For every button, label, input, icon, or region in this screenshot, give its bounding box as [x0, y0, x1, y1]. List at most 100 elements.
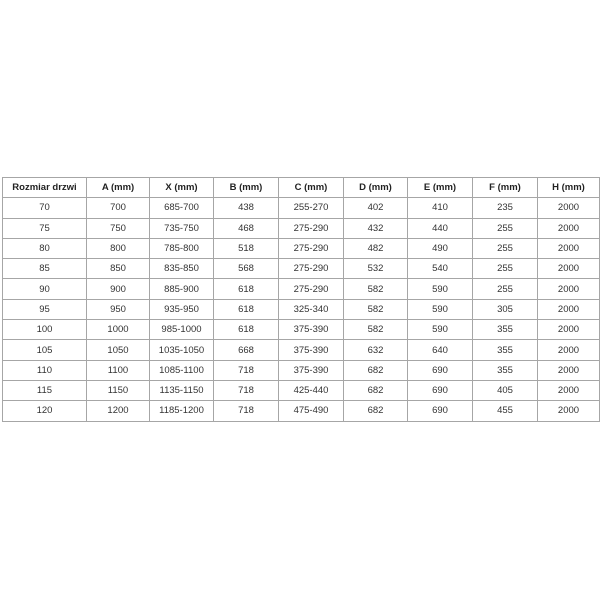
- table-header-row: Rozmiar drzwi A (mm) X (mm) B (mm) C (mm) D (…: [2, 176, 600, 199]
- table-row: 120 1200 1185-1200 718 475-490 682 690 455 2000: [2, 400, 600, 422]
- table-cell: 582: [343, 298, 408, 321]
- table-cell: 475-490: [278, 400, 344, 422]
- table-row: 75 750 735-750 468 275-290 432 440 255 2000: [2, 217, 600, 239]
- table-cell: 835-850: [149, 258, 214, 280]
- column-header: A (mm): [86, 176, 150, 199]
- table-cell: 482: [343, 237, 408, 260]
- table-row: 80 800 785-800 518 275-290 482 490 255 2000: [2, 237, 600, 260]
- table-cell: 540: [407, 258, 473, 280]
- table-cell: 590: [407, 298, 473, 321]
- table-cell: 750: [86, 217, 150, 239]
- table-cell: 410: [407, 197, 473, 219]
- table-cell: 690: [407, 359, 473, 381]
- table-cell: 425-440: [278, 379, 344, 402]
- door-size-table: Rozmiar drzwi A (mm) X (mm) B (mm) C (mm) D (…: [2, 176, 600, 422]
- column-header: H (mm): [537, 176, 600, 199]
- table-cell: 735-750: [149, 217, 214, 239]
- table-cell: 90: [2, 278, 87, 300]
- table-cell: 355: [472, 339, 538, 361]
- column-header: F (mm): [472, 176, 538, 199]
- table-cell: 255: [472, 217, 538, 239]
- table-cell: 668: [213, 339, 279, 361]
- table-cell: 885-900: [149, 278, 214, 300]
- table-cell: 2000: [537, 278, 600, 300]
- table-cell: 275-290: [278, 258, 344, 280]
- table-cell: 1050: [86, 339, 150, 361]
- table-cell: 2000: [537, 197, 600, 219]
- table-cell: 375-390: [278, 339, 344, 361]
- column-header: E (mm): [407, 176, 473, 199]
- table-cell: 85: [2, 258, 87, 280]
- table-cell: 120: [2, 400, 87, 422]
- table-cell: 70: [2, 197, 87, 219]
- table-row: 85 850 835-850 568 275-290 532 540 255 2000: [2, 258, 600, 280]
- table-cell: 405: [472, 379, 538, 402]
- table-cell: 490: [407, 237, 473, 260]
- table-cell: 2000: [537, 258, 600, 280]
- table-cell: 255: [472, 258, 538, 280]
- table-cell: 80: [2, 237, 87, 260]
- table-cell: 2000: [537, 319, 600, 341]
- table-cell: 75: [2, 217, 87, 239]
- table-cell: 375-390: [278, 359, 344, 381]
- table-cell: 800: [86, 237, 150, 260]
- column-header: D (mm): [343, 176, 408, 199]
- table-cell: 2000: [537, 298, 600, 321]
- table-cell: 785-800: [149, 237, 214, 260]
- table-row: 110 1100 1085-1100 718 375-390 682 690 355 2000: [2, 359, 600, 381]
- table-cell: 105: [2, 339, 87, 361]
- table-cell: 682: [343, 400, 408, 422]
- table-cell: 355: [472, 359, 538, 381]
- table-cell: 325-340: [278, 298, 344, 321]
- table-cell: 1150: [86, 379, 150, 402]
- table-cell: 275-290: [278, 217, 344, 239]
- table-cell: 718: [213, 400, 279, 422]
- table-cell: 438: [213, 197, 279, 219]
- table-cell: 2000: [537, 359, 600, 381]
- table-cell: 440: [407, 217, 473, 239]
- table-cell: 2000: [537, 217, 600, 239]
- table-row: 100 1000 985-1000 618 375-390 582 590 355 2000: [2, 319, 600, 341]
- table-cell: 985-1000: [149, 319, 214, 341]
- table-cell: 275-290: [278, 237, 344, 260]
- table-cell: 618: [213, 278, 279, 300]
- table-cell: 568: [213, 258, 279, 280]
- table-cell: 100: [2, 319, 87, 341]
- table-cell: 1035-1050: [149, 339, 214, 361]
- table-row: 90 900 885-900 618 275-290 582 590 255 2000: [2, 278, 600, 300]
- table-cell: 690: [407, 400, 473, 422]
- table-cell: 1200: [86, 400, 150, 422]
- table-cell: 718: [213, 359, 279, 381]
- table-cell: 455: [472, 400, 538, 422]
- table-cell: 1000: [86, 319, 150, 341]
- table-cell: 402: [343, 197, 408, 219]
- table-cell: 255: [472, 278, 538, 300]
- table-cell: 1185-1200: [149, 400, 214, 422]
- table-cell: 590: [407, 278, 473, 300]
- table-cell: 532: [343, 258, 408, 280]
- table-cell: 582: [343, 319, 408, 341]
- table-cell: 1085-1100: [149, 359, 214, 381]
- table-cell: 275-290: [278, 278, 344, 300]
- table-cell: 590: [407, 319, 473, 341]
- table-cell: 355: [472, 319, 538, 341]
- table-cell: 110: [2, 359, 87, 381]
- table-cell: 2000: [537, 237, 600, 260]
- table-cell: 685-700: [149, 197, 214, 219]
- table-cell: 95: [2, 298, 87, 321]
- table-cell: 900: [86, 278, 150, 300]
- table-cell: 682: [343, 359, 408, 381]
- table-cell: 468: [213, 217, 279, 239]
- table-cell: 640: [407, 339, 473, 361]
- table-cell: 850: [86, 258, 150, 280]
- table-cell: 305: [472, 298, 538, 321]
- table-cell: 632: [343, 339, 408, 361]
- table-cell: 690: [407, 379, 473, 402]
- table-cell: 115: [2, 379, 87, 402]
- table-row: 95 950 935-950 618 325-340 582 590 305 2000: [2, 298, 600, 321]
- table-cell: 2000: [537, 339, 600, 361]
- table-cell: 1135-1150: [149, 379, 214, 402]
- table-cell: 432: [343, 217, 408, 239]
- table-cell: 375-390: [278, 319, 344, 341]
- table-cell: 935-950: [149, 298, 214, 321]
